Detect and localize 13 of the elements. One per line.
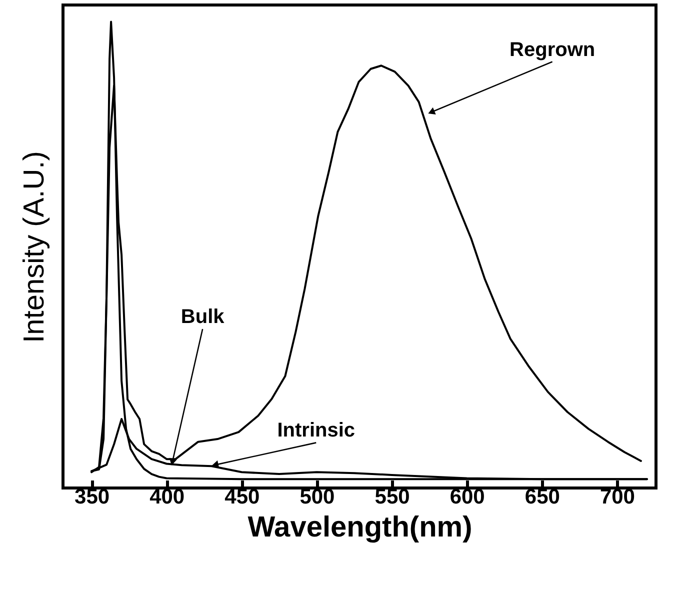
x-axis-title: Wavelength(nm)	[248, 512, 472, 544]
x-tick-label: 550	[374, 486, 410, 508]
x-tick-label: 500	[300, 486, 335, 508]
x-tick-label: 350	[74, 486, 110, 508]
annotation: Intrinsic	[277, 420, 356, 442]
x-tick-label: 700	[600, 486, 635, 508]
y-axis-title: Intensity (A.U.)	[18, 151, 50, 343]
annotation: Regrown	[510, 38, 596, 61]
x-tick-label: 400	[150, 486, 185, 508]
annotation: Bulk	[180, 306, 226, 328]
x-tick-label: 600	[450, 486, 485, 508]
x-tick-label: 650	[524, 486, 560, 508]
x-tick-label: 450	[224, 486, 260, 508]
